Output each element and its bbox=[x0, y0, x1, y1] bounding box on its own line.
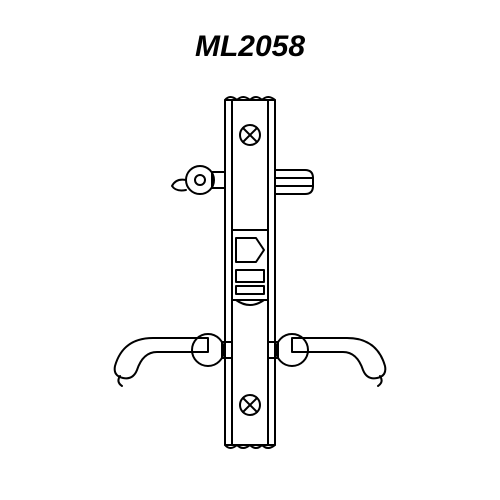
key-cylinder-icon bbox=[172, 166, 225, 194]
lever-handle-right-icon bbox=[268, 334, 385, 386]
product-diagram-card: ML2058 bbox=[0, 0, 500, 500]
mounting-screw-top-icon bbox=[240, 125, 260, 145]
thumb-turn-icon bbox=[275, 170, 313, 194]
lock-line-drawing bbox=[0, 80, 500, 480]
model-number-title: ML2058 bbox=[0, 30, 500, 64]
lever-handle-left-icon bbox=[115, 334, 232, 386]
mounting-screw-bottom-icon bbox=[240, 395, 260, 415]
latch-assembly-icon bbox=[232, 230, 268, 305]
